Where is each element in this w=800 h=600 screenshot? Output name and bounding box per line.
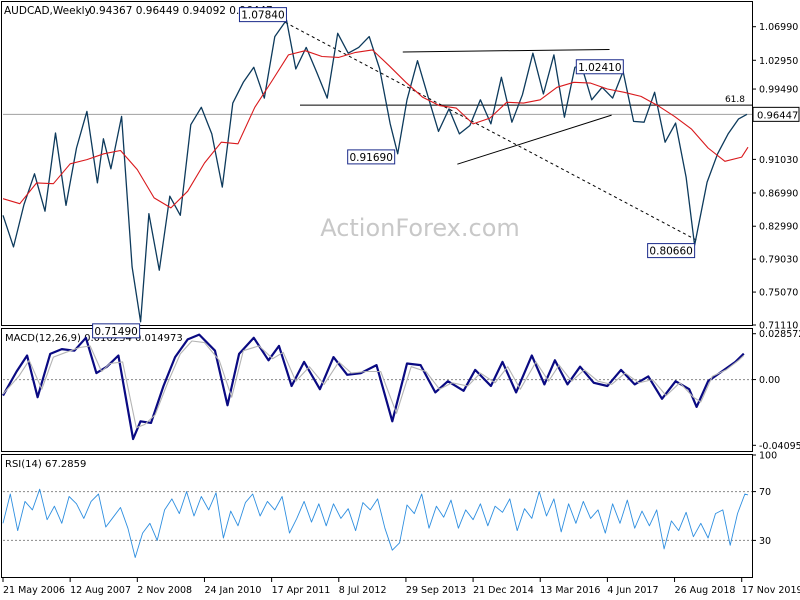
macd-axis-tick-label: 0.00 xyxy=(759,375,780,386)
last-price-tag-label: 0.96447 xyxy=(757,110,798,121)
annotation-0.80660: 0.80660 xyxy=(647,243,696,259)
x-axis-tick-label: 4 Jun 2017 xyxy=(607,585,658,596)
annotations-layer: 1.07840 0.71490 0.91690 1.02410 0.80660 xyxy=(92,7,696,339)
rsi-title: RSI(14) 67.2859 xyxy=(5,459,86,470)
price-axis-tick-label: 0.71110 xyxy=(759,321,798,332)
price-axis-tick-label: 0.79030 xyxy=(759,255,798,266)
rsi-axis-tick-label: 70 xyxy=(759,487,771,498)
annotation-0.91690: 0.91690 xyxy=(347,149,396,165)
watermark-text: ActionForex.com xyxy=(320,214,520,242)
x-axis-tick-label: 24 Jan 2010 xyxy=(204,585,261,596)
guide-lines-layer: 61.8 xyxy=(3,95,752,541)
price-axis-tick-label: 0.82990 xyxy=(759,222,798,233)
x-axis-tick-label: 12 Aug 2007 xyxy=(70,585,131,596)
annotation-1.07840: 1.07840 xyxy=(238,7,287,23)
series-layer xyxy=(2,19,749,558)
symbol-timeframe-label: AUDCAD,Weekly xyxy=(4,5,91,17)
annotation-label: 0.91690 xyxy=(349,152,392,164)
x-axis-tick-label: 8 Jul 2012 xyxy=(339,585,387,596)
macd-axis-tick-label: -0.040952 xyxy=(759,441,800,452)
price-axis-tick-label: 1.02950 xyxy=(759,56,798,67)
x-axis-tick-label: 21 May 2006 xyxy=(3,585,65,596)
x-axis-tick-label: 21 Dec 2014 xyxy=(473,585,534,596)
annotation-1.02410: 1.02410 xyxy=(575,59,624,75)
rsi-line xyxy=(2,488,749,558)
x-axis-tick-label: 17 Apr 2011 xyxy=(272,585,331,596)
price-axis-tick-label: 0.99490 xyxy=(759,85,798,96)
x-axis-tick-label: 13 Mar 2016 xyxy=(540,585,600,596)
x-axis-tick-label: 2 Nov 2008 xyxy=(137,585,192,596)
price-axis-tick-label: 0.86990 xyxy=(759,188,798,199)
x-axis-tick-label: 17 Nov 2019 xyxy=(742,585,800,596)
macd-axis-tick-label: 0.028572 xyxy=(759,329,800,340)
macd-pane-frame xyxy=(1,328,753,452)
trendline-2 xyxy=(457,114,612,165)
annotation-label: 1.07840 xyxy=(241,10,284,22)
macd-title: MACD(12,26,9) 0.016234 0.014973 xyxy=(5,333,183,344)
annotation-0.71490: 0.71490 xyxy=(92,323,141,339)
macd-line xyxy=(2,333,745,441)
trendline-3 xyxy=(279,19,698,242)
moving-average-line xyxy=(2,49,749,209)
trendline-1 xyxy=(402,48,610,53)
fib-level-label: 61.8 xyxy=(725,95,745,105)
price-axis-tick-label: 0.91030 xyxy=(759,155,798,166)
ohlc-values-label: 0.94367 0.96449 0.94092 0.96447 xyxy=(89,5,273,17)
rsi-pane-frame xyxy=(1,454,753,578)
price-axis-tick-label: 0.75070 xyxy=(759,288,798,299)
signal-line xyxy=(2,340,745,429)
rsi-axis-tick-label: 30 xyxy=(759,536,771,547)
price-axis-tick-label: 1.06990 xyxy=(759,22,798,33)
axes-layer: 1.06990 1.02950 0.99490 0.91030 0.86990 0.829… xyxy=(2,22,800,596)
price-line xyxy=(2,19,748,323)
x-axis-tick-label: 29 Sep 2013 xyxy=(406,585,466,596)
last-price-tag: 0.96447 xyxy=(752,106,800,122)
annotation-label: 0.80660 xyxy=(649,246,692,258)
trendlines-layer xyxy=(279,19,698,242)
price-pane-frame xyxy=(1,1,753,326)
rsi-axis-tick-label: 100 xyxy=(759,451,777,462)
annotation-label: 0.71490 xyxy=(94,326,137,338)
annotation-label: 1.02410 xyxy=(578,62,621,74)
x-axis-tick-label: 26 Aug 2018 xyxy=(675,585,736,596)
